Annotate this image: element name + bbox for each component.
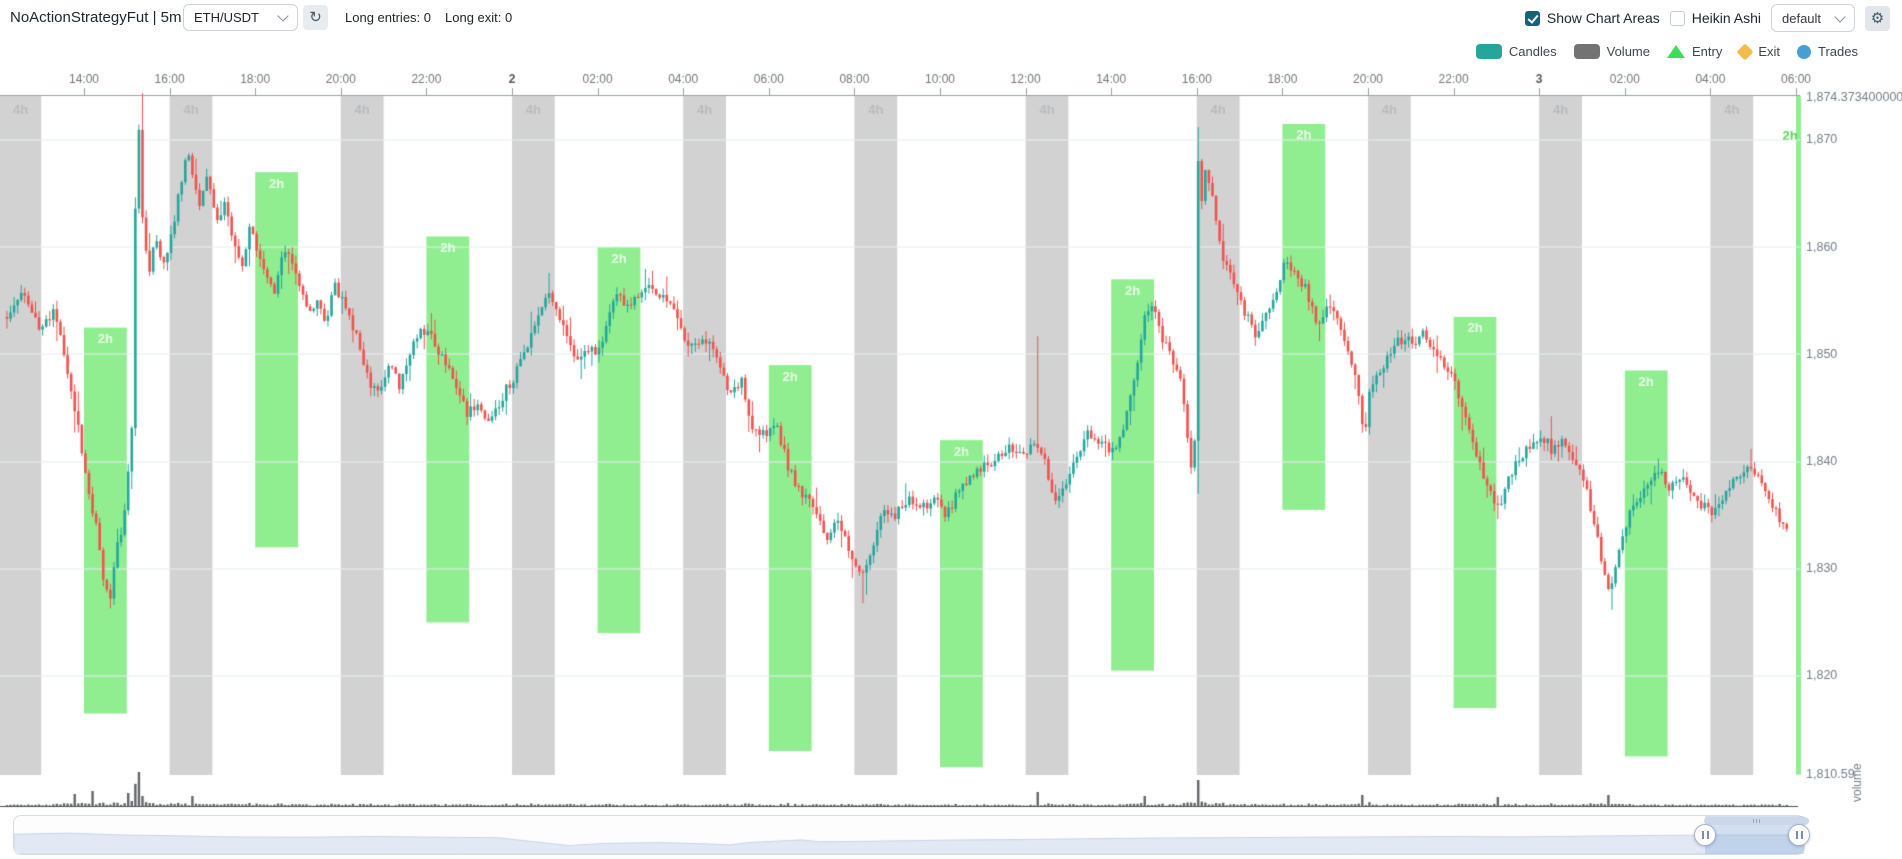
datazoom-slider[interactable]	[13, 815, 1810, 855]
heikin-ashi-checkbox[interactable]	[1669, 10, 1685, 26]
heikin-ashi-toggle[interactable]: Heikin Ashi	[1669, 10, 1761, 26]
trade-counters: Long entries: 0 Long exit: 0	[345, 10, 512, 25]
candles-swatch-icon	[1475, 44, 1502, 59]
legend-item-volume[interactable]: Volume	[1573, 44, 1650, 59]
legend-item-exit[interactable]: Exit	[1736, 43, 1781, 60]
show-chart-areas-checkbox[interactable]	[1524, 10, 1540, 26]
exit-diamond-icon	[1736, 43, 1754, 60]
chevron-down-icon	[1834, 10, 1846, 23]
chevron-down-icon	[277, 10, 289, 22]
datazoom-right-handle[interactable]	[1788, 824, 1810, 846]
legend-label: Candles	[1508, 44, 1557, 59]
plot-config-select[interactable]: default	[1771, 4, 1855, 32]
entry-triangle-icon	[1667, 45, 1685, 58]
datazoom-left-handle[interactable]	[1694, 824, 1716, 846]
refresh-icon: ↻	[309, 9, 322, 26]
datazoom-grip-handle[interactable]	[1704, 817, 1809, 825]
legend-item-trades[interactable]: Trades	[1797, 44, 1858, 59]
long-exit-count: Long exit: 0	[445, 10, 513, 25]
show-chart-areas-toggle[interactable]: Show Chart Areas	[1524, 10, 1660, 26]
chart-options: Show Chart Areas Heikin Ashi default ⚙	[1524, 0, 1890, 36]
legend-label: Entry	[1692, 44, 1723, 59]
pair-select-value: ETH/USDT	[194, 10, 259, 25]
legend-label: Trades	[1818, 44, 1858, 59]
trades-circle-icon	[1797, 44, 1812, 59]
legend-label: Exit	[1758, 44, 1781, 59]
legend-label: Volume	[1606, 44, 1650, 59]
heikin-ashi-label: Heikin Ashi	[1691, 10, 1761, 26]
gear-icon: ⚙	[1870, 9, 1885, 27]
settings-button[interactable]: ⚙	[1865, 5, 1890, 31]
strategy-title: NoActionStrategyFut | 5m	[10, 9, 182, 26]
refresh-button[interactable]: ↻	[303, 5, 328, 30]
top-toolbar: NoActionStrategyFut | 5m ETH/USDT ↻ Long…	[0, 0, 1902, 36]
datazoom-preview-canvas	[14, 816, 1804, 854]
pair-select[interactable]: ETH/USDT	[183, 4, 298, 31]
legend-item-entry[interactable]: Entry	[1667, 44, 1722, 59]
plot-config-value: default	[1782, 10, 1822, 26]
volume-swatch-icon	[1573, 44, 1600, 59]
legend-item-candles[interactable]: Candles	[1475, 44, 1557, 59]
long-entries-count: Long entries: 0	[345, 10, 432, 25]
chart-legend: Candles Volume Entry Exit Trades	[1475, 43, 1858, 60]
show-chart-areas-label: Show Chart Areas	[1546, 10, 1660, 26]
